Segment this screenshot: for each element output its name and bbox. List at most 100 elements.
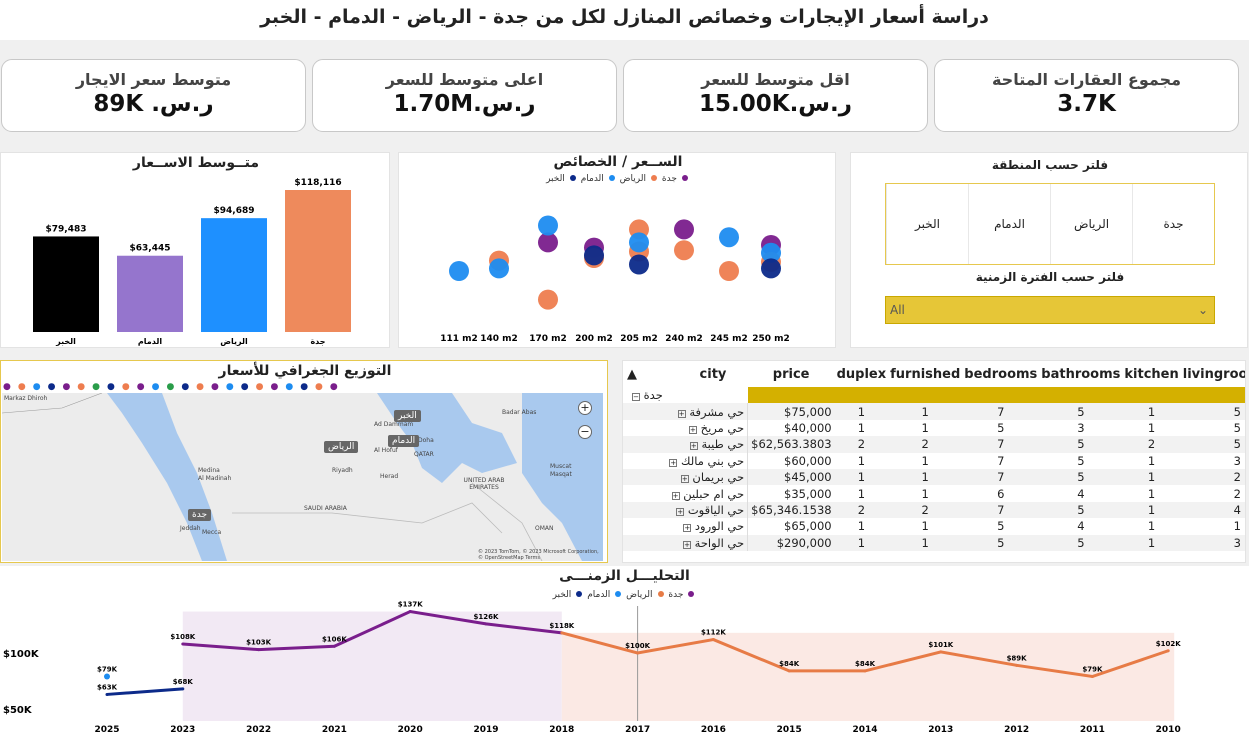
- table-row[interactable]: حي الورود + $65,000 1 1 5 4 1 1: [623, 518, 1245, 535]
- time-analysis-chart: $100K $50K $108K $103K $106K $137K $126K $118K $…: [0, 566, 1249, 746]
- page-title: دراسة أسعار الإيجارات وخصائص المنازل لكل…: [0, 0, 1249, 40]
- map-pin-riyadh[interactable]: الرياض: [324, 441, 359, 453]
- bar-value-label: $94,689: [214, 206, 255, 216]
- column-header-livingroom[interactable]: livingroom: [1182, 366, 1245, 382]
- bar: [285, 190, 351, 332]
- data-label: $108K: [170, 633, 195, 641]
- column-header-kitchen[interactable]: kitchen: [1124, 366, 1179, 382]
- legend-dot: [569, 175, 576, 181]
- table-group-row[interactable]: − جدة: [623, 387, 1245, 404]
- row-name: حي مشرفة: [689, 404, 745, 419]
- bedrooms-cell: 5: [997, 519, 1005, 534]
- table-row[interactable]: حي بني مالك + $60,000 1 1 7 5 1 3: [623, 452, 1245, 469]
- table-row[interactable]: حي ام حبلين + $35,000 1 1 6 4 1 2: [623, 485, 1245, 502]
- row-name-cell: حي بريمان +: [623, 468, 748, 486]
- column-header-duplex[interactable]: duplex: [836, 366, 887, 382]
- row-name-cell: حي مشرفة +: [623, 403, 748, 420]
- map-place-label: Medina: [198, 467, 220, 474]
- data-point: [1090, 675, 1094, 679]
- map-place-label: Riyadh: [332, 467, 353, 474]
- region-option-dammam[interactable]: الدمام: [968, 184, 1050, 264]
- duplex-cell: 1: [834, 403, 889, 420]
- column-header-bedrooms[interactable]: bedrooms: [964, 366, 1038, 382]
- period-dropdown[interactable]: All ⌄: [885, 296, 1215, 324]
- region-option-khobar[interactable]: الخبر: [886, 184, 968, 264]
- legend-label: الدمام: [587, 590, 611, 600]
- map-place-label: Badar Abas: [502, 409, 537, 416]
- scatter-point: [719, 227, 739, 248]
- data-label: $68K: [173, 678, 194, 686]
- kpi-value: ر.س.15.00K: [698, 91, 853, 117]
- expand-icon[interactable]: +: [680, 475, 689, 484]
- kpi-label: متوسط سعر الايجار: [75, 70, 232, 89]
- kpi-card-avg-rent: متوسط سعر الايجار ر.س. 89K: [1, 59, 306, 132]
- chart-title: التحليـــل الزمنـــى: [559, 568, 690, 584]
- table-row[interactable]: حي مريخ + $40,000 1 1 5 3 1 5: [623, 419, 1245, 437]
- livingroom-cell: 3: [1180, 534, 1245, 551]
- column-header-furnished[interactable]: furnished: [890, 366, 961, 382]
- table-row[interactable]: حي مشرفة + $75,000 1 1 7 5 1 5: [623, 403, 1245, 420]
- price-cell: $40,000: [747, 419, 835, 437]
- table-row[interactable]: حي بريمان + $45,000 1 1 7 5 1 2: [623, 468, 1245, 486]
- header-sort-icon[interactable]: ▲ city: [627, 366, 727, 382]
- expand-icon[interactable]: +: [683, 540, 691, 549]
- legend-dot: [608, 175, 615, 181]
- x-tick-label: الرياض: [220, 337, 248, 347]
- livingroom-cell: 1: [1233, 519, 1241, 534]
- expand-icon[interactable]: +: [677, 409, 686, 418]
- bedrooms-cell: 7: [962, 436, 1040, 453]
- price-cell: $62,563.3803: [747, 436, 835, 453]
- expand-icon[interactable]: +: [669, 458, 678, 467]
- expand-icon[interactable]: +: [671, 491, 680, 500]
- kitchen-cell: 2: [1122, 436, 1181, 453]
- expand-icon[interactable]: +: [683, 524, 692, 533]
- row-name: حي الياقوت: [687, 502, 745, 517]
- data-label: $103K: [246, 639, 271, 647]
- legend-dot: [688, 591, 695, 597]
- collapse-icon[interactable]: −: [632, 393, 640, 402]
- map-pin-jeddah[interactable]: جدة: [188, 509, 212, 521]
- scatter-point: [629, 232, 649, 253]
- region-option-riyadh[interactable]: الرياض: [1050, 184, 1132, 264]
- map-pin-dammam[interactable]: الدمام: [388, 435, 420, 447]
- x-tick-label: 140 m2: [480, 334, 518, 344]
- bedrooms-cell: 7: [962, 403, 1040, 420]
- x-tick-label: 2014: [852, 725, 877, 735]
- chevron-down-icon: ⌄: [1197, 303, 1208, 317]
- kitchen-cell: 1: [1122, 501, 1181, 519]
- data-label: $106K: [322, 635, 347, 643]
- expand-icon[interactable]: +: [689, 442, 698, 451]
- period-filter-title: فلتر حسب الفترة الزمنية: [975, 270, 1125, 284]
- duplex-cell: 2: [834, 501, 889, 519]
- bathrooms-cell: 5: [1077, 453, 1085, 468]
- table-row[interactable]: حي الواحة + $290,000 1 1 5 5 1 3: [623, 534, 1245, 551]
- expand-icon[interactable]: +: [688, 425, 697, 434]
- legend-label: الدمام: [580, 174, 604, 184]
- column-header-bathrooms[interactable]: bathrooms: [1041, 366, 1121, 382]
- zoom-in-button[interactable]: +: [578, 401, 592, 415]
- map-canvas[interactable]: Markaz Dhiroh Badar Abas Ad Dammam Doha …: [2, 393, 603, 561]
- table-row[interactable]: حي الياقوت + $65,346.1538 2 2 7 5 1 4: [623, 501, 1245, 519]
- x-tick-label: 250 m2: [752, 334, 790, 344]
- map-place-label: Masqat: [550, 471, 572, 478]
- scatter-point: [674, 240, 694, 261]
- zoom-out-button[interactable]: −: [578, 425, 592, 439]
- map-pin-khobar[interactable]: الخبر: [394, 410, 421, 422]
- property-table-grid: ▲ city price duplex furnished bedrooms b…: [623, 361, 1245, 551]
- furnished-cell: 1: [921, 486, 929, 501]
- legend-dot: [657, 591, 664, 597]
- data-point: [105, 692, 109, 696]
- x-tick-label: 2022: [246, 725, 271, 735]
- column-header-price[interactable]: price: [772, 366, 810, 382]
- expand-icon[interactable]: +: [676, 507, 685, 516]
- table-row[interactable]: حي طيبة + $62,563.3803 2 2 7 5 2 5: [623, 436, 1245, 453]
- bathrooms-cell: 5: [1039, 468, 1123, 486]
- map-place-label: Ad Dammam: [374, 421, 414, 428]
- region-option-jeddah[interactable]: جدة: [1132, 184, 1214, 264]
- furnished-cell: 1: [921, 420, 929, 435]
- price-cell: $65,000: [747, 518, 835, 535]
- legend-label: الرياض: [619, 174, 647, 184]
- furnished-cell: 1: [888, 534, 963, 551]
- map-place-label: Herad: [380, 473, 399, 480]
- furnished-cell: 2: [888, 501, 963, 519]
